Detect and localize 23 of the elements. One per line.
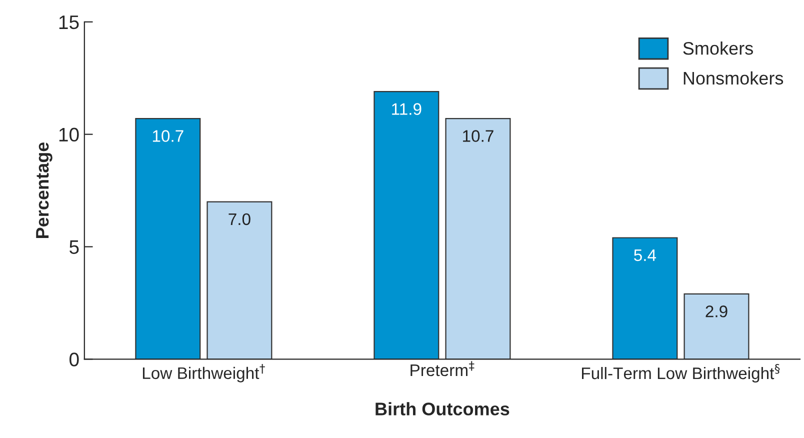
y-tick-label: 15	[59, 16, 79, 30]
data-label: 10.7	[463, 130, 494, 142]
x-tick-label: Low Birthweight$^{†}$	[142, 364, 265, 382]
data-label: 10.7	[152, 130, 184, 142]
data-label: 7.0	[228, 213, 250, 226]
bar	[374, 91, 440, 360]
y-tick-label: 5	[70, 240, 79, 254]
legend-label: Nonsmokers	[684, 71, 784, 85]
y-tick-label: 0	[70, 352, 79, 366]
x-tick-label: Full-Term Low Birthweight$^{§}$	[582, 364, 780, 383]
data-label: 11.9	[392, 103, 422, 115]
data-label: 5.4	[634, 249, 656, 262]
bar	[684, 293, 750, 360]
bar	[135, 118, 201, 360]
x-tick-label: Preterm$^{‡}$	[410, 361, 474, 376]
bar	[612, 237, 678, 360]
bar	[445, 118, 511, 360]
data-label: 2.9	[706, 306, 728, 318]
bar	[206, 201, 272, 360]
y-axis-title: Percentage	[36, 142, 52, 238]
y-tick-label: 10	[59, 128, 79, 142]
legend-label: Smokers	[683, 41, 753, 55]
x-axis-title: Birth Outcomes	[376, 402, 510, 416]
